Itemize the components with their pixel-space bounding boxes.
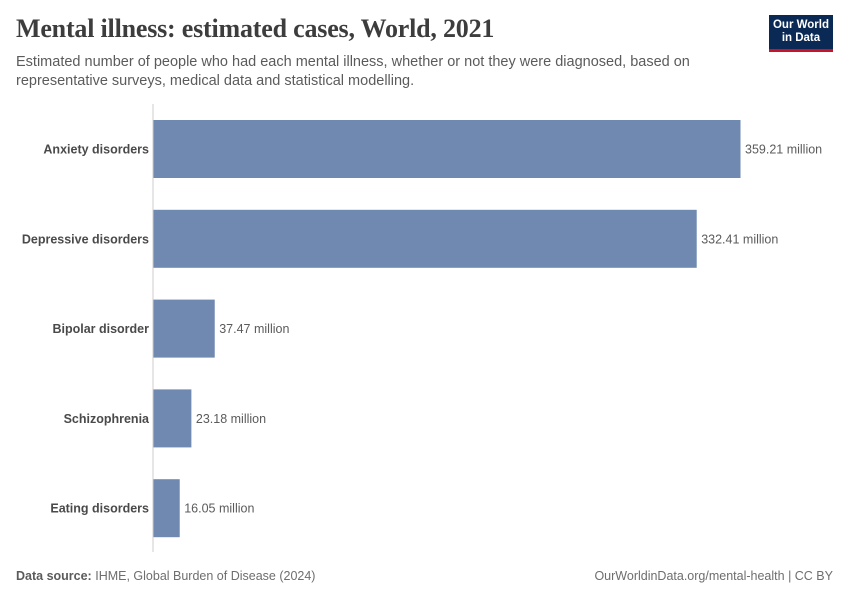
category-label: Depressive disorders bbox=[22, 232, 149, 246]
value-label: 359.21 million bbox=[745, 143, 822, 157]
bar-chart: Anxiety disorders 359.21 million Depressiv… bbox=[22, 104, 822, 552]
data-source: Data source: IHME, Global Burden of Dise… bbox=[16, 569, 315, 583]
bar[interactable] bbox=[153, 299, 215, 358]
category-label: Bipolar disorder bbox=[52, 322, 149, 336]
data-source-label: Data source: bbox=[16, 569, 92, 583]
value-label: 37.47 million bbox=[219, 322, 289, 336]
logo-line-2: in Data bbox=[781, 32, 821, 44]
bar[interactable] bbox=[153, 120, 741, 178]
bar[interactable] bbox=[153, 389, 192, 448]
owid-logo[interactable]: Our World in Data bbox=[769, 15, 833, 52]
bar[interactable] bbox=[153, 479, 180, 538]
category-label: Eating disorders bbox=[50, 502, 149, 516]
logo-line-1: Our World bbox=[772, 19, 829, 31]
category-label: Schizophrenia bbox=[64, 412, 150, 426]
value-label: 23.18 million bbox=[196, 412, 266, 426]
value-label: 16.05 million bbox=[184, 502, 254, 516]
data-source-text[interactable]: IHME, Global Burden of Disease (2024) bbox=[95, 569, 316, 583]
value-label: 332.41 million bbox=[701, 232, 778, 246]
bar[interactable] bbox=[153, 209, 697, 268]
footer-link[interactable]: OurWorldinData.org/mental-health | CC BY bbox=[594, 569, 833, 583]
category-label: Anxiety disorders bbox=[43, 143, 149, 157]
chart-title: Mental illness: estimated cases, World, … bbox=[16, 14, 495, 43]
chart-subtitle: Estimated number of people who had each … bbox=[16, 54, 690, 89]
